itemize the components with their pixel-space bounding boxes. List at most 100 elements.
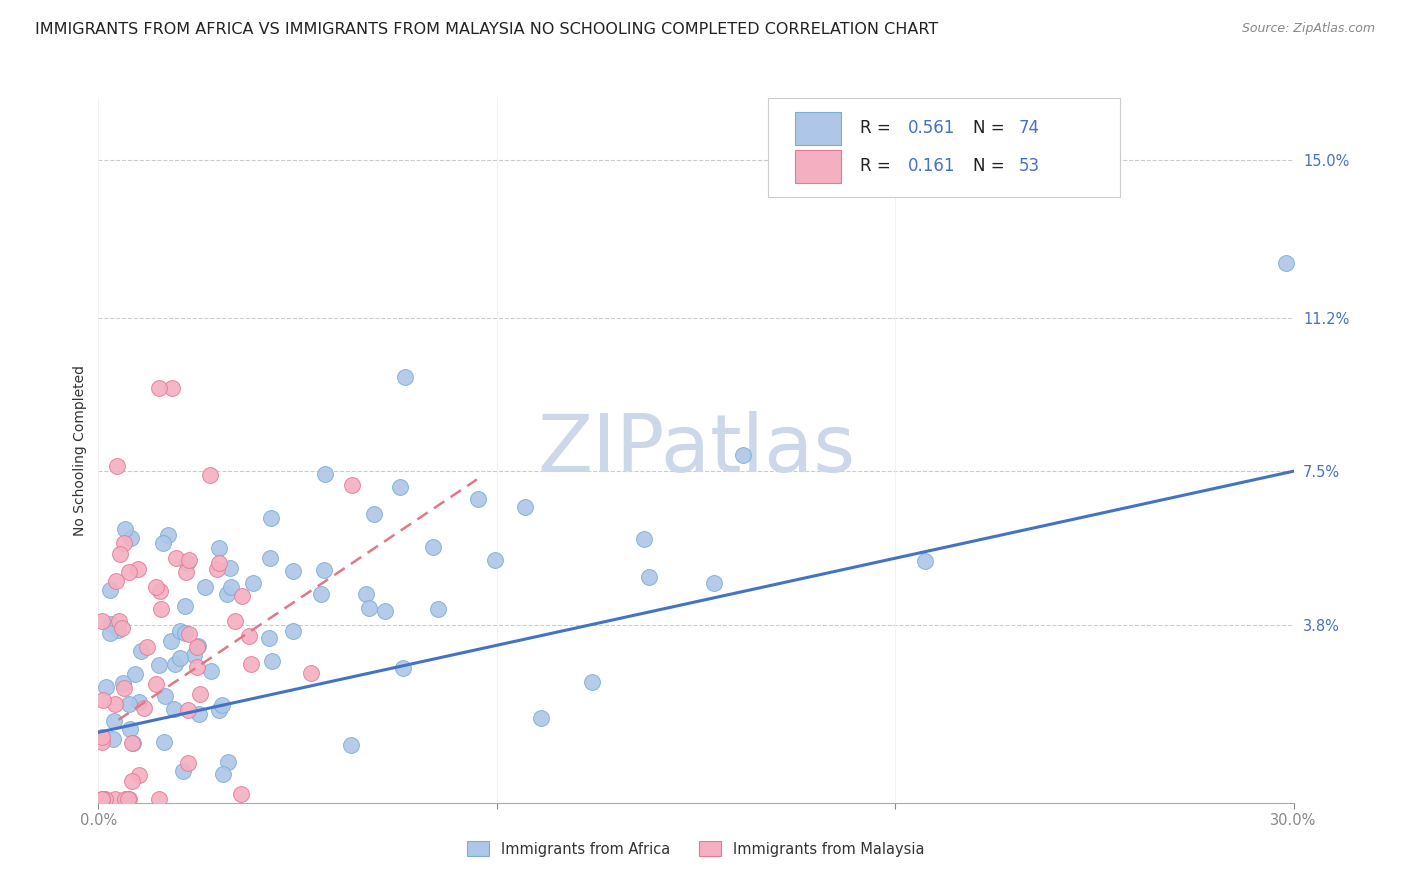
Text: 74: 74 — [1019, 120, 1039, 137]
Text: N =: N = — [973, 158, 1010, 176]
Point — [114, 522, 136, 536]
Point — [128, 695, 150, 709]
Point — [733, 448, 755, 462]
FancyBboxPatch shape — [796, 150, 841, 184]
Point — [169, 624, 191, 638]
Point — [422, 540, 444, 554]
Point — [281, 624, 304, 639]
Point — [176, 557, 198, 571]
Point — [212, 766, 235, 780]
Point — [121, 736, 143, 750]
Point — [388, 480, 411, 494]
Point — [312, 563, 335, 577]
Point — [217, 756, 239, 770]
Point — [148, 381, 170, 395]
Point — [581, 675, 603, 690]
Point — [174, 625, 197, 640]
Point — [208, 703, 231, 717]
Point — [219, 560, 242, 574]
Point — [118, 698, 141, 712]
Point — [190, 687, 212, 701]
Point — [100, 616, 122, 631]
Point — [638, 570, 661, 584]
Point — [224, 614, 246, 628]
Point — [117, 791, 139, 805]
Point — [91, 735, 114, 749]
Point — [91, 692, 114, 706]
Point — [914, 554, 936, 568]
Point — [159, 634, 181, 648]
Point — [107, 624, 129, 638]
Point — [194, 580, 217, 594]
Point — [219, 580, 242, 594]
Point — [145, 677, 167, 691]
Point — [103, 714, 125, 728]
Point — [91, 791, 114, 805]
Text: 0.561: 0.561 — [907, 120, 955, 137]
Point — [153, 689, 176, 703]
Point — [187, 639, 209, 653]
Point — [98, 582, 121, 597]
Point — [633, 532, 655, 546]
Point — [205, 562, 228, 576]
Point — [260, 510, 283, 524]
Point — [177, 553, 200, 567]
Point — [530, 711, 553, 725]
Point — [112, 675, 135, 690]
Point — [703, 575, 725, 590]
Point — [394, 370, 416, 384]
Point — [104, 791, 127, 805]
Point — [207, 541, 229, 556]
Point — [231, 590, 253, 604]
Point — [149, 584, 172, 599]
Point — [259, 550, 281, 565]
Point — [124, 666, 146, 681]
Point — [374, 605, 396, 619]
Point — [94, 791, 117, 805]
Text: R =: R = — [859, 158, 896, 176]
Point — [229, 788, 252, 802]
Text: 0.161: 0.161 — [907, 158, 955, 176]
Point — [211, 698, 233, 712]
Point — [363, 507, 385, 521]
Point — [260, 654, 283, 668]
Point — [136, 640, 159, 654]
Point — [198, 467, 221, 482]
Text: 53: 53 — [1019, 158, 1040, 176]
Point — [108, 547, 131, 561]
Point — [177, 703, 200, 717]
Point — [359, 600, 381, 615]
Point — [238, 629, 260, 643]
Legend: Immigrants from Africa, Immigrants from Malaysia: Immigrants from Africa, Immigrants from … — [461, 836, 931, 863]
Point — [118, 791, 141, 805]
Point — [299, 666, 322, 681]
Point — [91, 614, 114, 628]
Point — [120, 532, 142, 546]
Point — [427, 602, 450, 616]
Point — [148, 791, 170, 805]
Point — [187, 707, 209, 722]
Y-axis label: No Schooling Completed: No Schooling Completed — [73, 365, 87, 536]
Point — [467, 491, 489, 506]
Point — [165, 550, 187, 565]
Point — [160, 381, 183, 395]
Point — [127, 562, 149, 576]
Point — [165, 657, 187, 671]
Point — [120, 722, 142, 736]
Point — [91, 730, 114, 744]
Point — [283, 564, 305, 578]
Point — [114, 791, 136, 805]
Point — [356, 587, 378, 601]
Point — [163, 702, 186, 716]
Point — [242, 575, 264, 590]
FancyBboxPatch shape — [796, 112, 841, 145]
Text: N =: N = — [973, 120, 1010, 137]
Point — [311, 587, 333, 601]
Point — [200, 664, 222, 678]
Point — [152, 536, 174, 550]
Point — [101, 732, 124, 747]
Point — [107, 614, 129, 628]
Point — [177, 627, 200, 641]
Text: Source: ZipAtlas.com: Source: ZipAtlas.com — [1241, 22, 1375, 36]
Point — [157, 528, 180, 542]
